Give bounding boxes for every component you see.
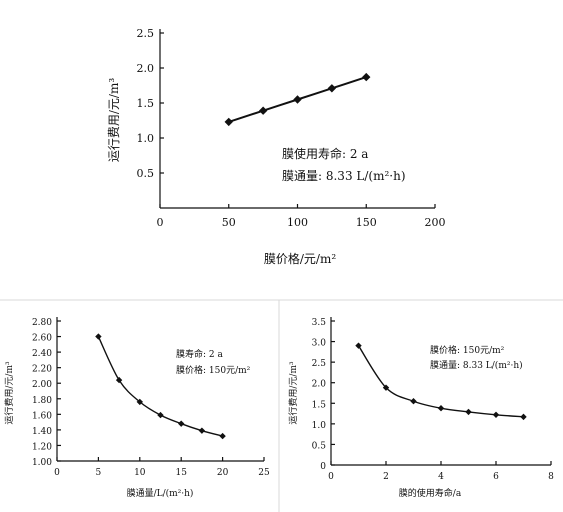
chart-3-x-tick-label: 6 <box>493 472 499 482</box>
chart-3-y-tick-label: 3.0 <box>312 339 327 349</box>
chart-2-y-tick-label: 2.40 <box>32 349 52 359</box>
chart-2-y-tick-label: 1.00 <box>32 458 52 468</box>
chart-2-data-point <box>198 427 206 434</box>
chart-3-data-point <box>520 413 527 421</box>
chart-3-y-tick-label: 0.5 <box>312 441 327 451</box>
chart-2-y-tick-label: 2.00 <box>32 380 52 390</box>
chart-2-y-tick-label: 2.20 <box>32 365 52 375</box>
chart-3-x-axis-label: 膜的使用寿命/a <box>399 487 462 499</box>
chart-3-x-tick-label: 2 <box>383 472 389 482</box>
chart-1-data-point <box>327 84 337 93</box>
chart-1-x-tick-label: 50 <box>222 216 236 229</box>
chart-2-y-tick-label: 1.80 <box>32 396 52 406</box>
chart-3-x-tick-label: 4 <box>438 472 444 482</box>
chart-1-data-point <box>224 117 233 127</box>
chart-2-data-point <box>219 432 226 440</box>
chart-2-y-tick-label: 1.60 <box>32 411 52 421</box>
chart-3-data-point <box>437 405 445 412</box>
chart-1-x-tick-label: 100 <box>287 216 308 229</box>
chart-1-y-tick-label: 0.5 <box>137 167 155 180</box>
chart-2-data-point <box>136 398 143 406</box>
chart-3-data-point <box>382 384 390 391</box>
chart-3-data-point <box>465 408 472 416</box>
chart-2-y-tick-label: 1.40 <box>32 427 52 437</box>
chart-1-data-point <box>362 72 371 82</box>
chart-1-x-axis-label: 膜价格/元/m² <box>264 251 336 266</box>
charts-group: 0 50 100 150 2000.51.01.52.02.5膜价格/元/m²运行费用/… <box>3 27 554 499</box>
chart-1-data-point <box>258 106 268 115</box>
chart-3-data-point <box>355 342 362 349</box>
chart-2-y-tick-label: 1.20 <box>32 442 52 452</box>
chart-2-x-tick-label: 0 <box>54 468 60 478</box>
chart-3-y-tick-label: 1.0 <box>312 421 327 431</box>
chart-2-annotation: 膜寿命: 2 a <box>176 348 223 360</box>
chart-2-x-tick-label: 15 <box>175 468 187 478</box>
chart-1-y-tick-label: 2.5 <box>137 27 155 40</box>
chart-1-x-tick-label: 150 <box>356 216 377 229</box>
chart-3-y-axis-label: 运行费用/元/m³ <box>287 361 299 425</box>
chart-2-data-point <box>178 420 185 427</box>
chart-3-annotation: 膜价格: 150元/m² <box>430 344 505 356</box>
chart-3-y-tick-label: 2.0 <box>312 380 327 390</box>
chart-1-y-tick-label: 1.5 <box>137 97 155 110</box>
chart-1-data-point <box>293 95 302 104</box>
chart-3-x-tick-label: 0 <box>328 472 334 482</box>
chart-2-x-tick-label: 5 <box>96 468 102 478</box>
chart-2-annotation: 膜价格: 150元/m² <box>176 364 251 376</box>
chart-3-annotation: 膜通量: 8.33 L/(m²·h) <box>430 360 523 371</box>
chart-1-y-axis-label: 运行费用/元/m³ <box>107 78 121 162</box>
chart-2-y-axis-label: 运行费用/元/m³ <box>3 361 15 425</box>
chart-1-x-tick-label: 200 <box>425 216 446 229</box>
chart-1-annotation: 膜使用寿命: 2 a <box>282 146 368 161</box>
chart-1-x-tick-label: 0 <box>157 216 164 229</box>
chart-1-y-tick-label: 2.0 <box>137 62 155 75</box>
chart-2-y-tick-label: 2.60 <box>32 334 52 344</box>
chart-3-y-tick-label: 3.5 <box>312 318 327 328</box>
chart-3-y-tick-label: 2.5 <box>312 359 327 369</box>
chart-1-annotation: 膜通量: 8.33 L/(m²·h) <box>282 169 406 183</box>
chart-3-y-tick-label: 1.5 <box>312 400 327 410</box>
chart-2-data-point <box>115 376 123 384</box>
chart-2-x-tick-label: 25 <box>258 468 270 478</box>
chart-2-data-point <box>95 333 102 340</box>
chart-1-y-tick-label: 1.0 <box>137 132 155 145</box>
chart-3-data-point <box>410 398 417 405</box>
chart-2-x-tick-label: 20 <box>217 468 229 478</box>
chart-2-x-tick-label: 10 <box>134 468 146 478</box>
chart-3-data-point <box>492 411 500 419</box>
chart-2-data-point <box>157 411 164 419</box>
chart-3-x-tick-label: 8 <box>548 472 554 482</box>
chart-2-y-tick-label: 2.80 <box>32 318 52 328</box>
chart-2-x-axis-label: 膜通量/L/(m²·h) <box>127 488 194 499</box>
chart-3-y-tick-label: 0 <box>320 462 326 472</box>
